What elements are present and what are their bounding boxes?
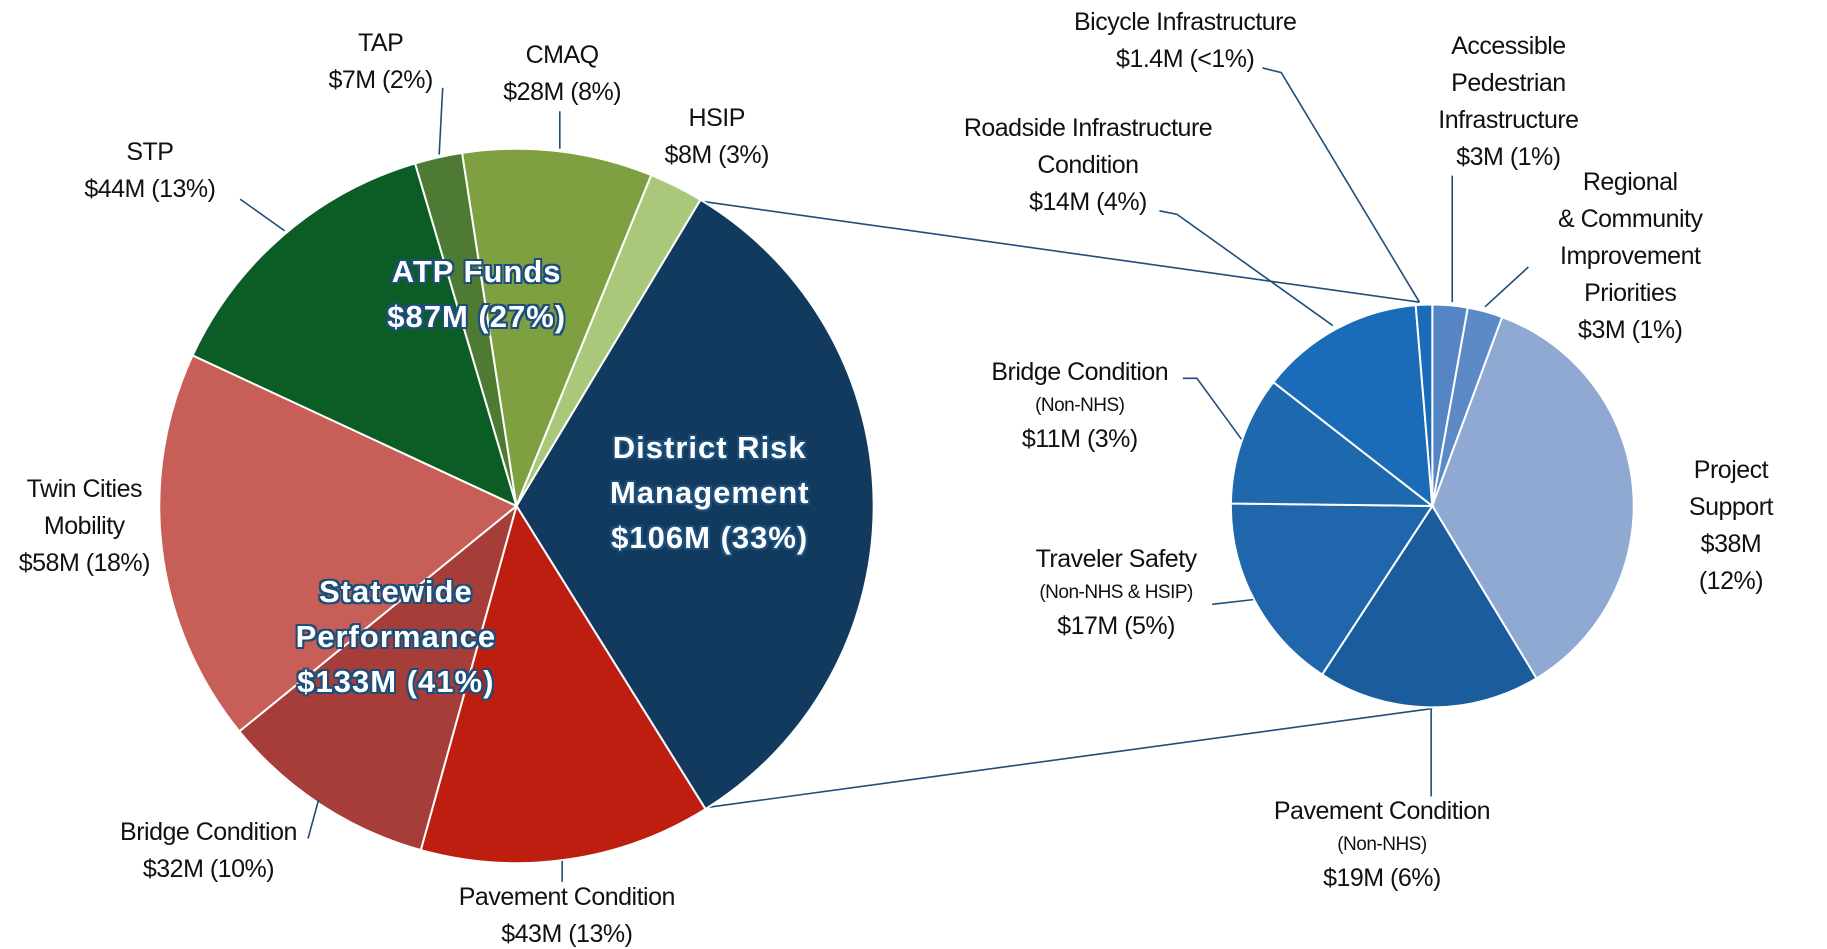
value-label: $19M (6%) (1323, 864, 1441, 893)
leader-line (438, 87, 444, 155)
label: CMAQ $28M (8%) (503, 37, 621, 111)
pie-slice (460, 147, 653, 510)
leader-line (307, 799, 320, 839)
leader-line (1159, 210, 1334, 327)
category-label: Bicycle Infrastructure (1073, 7, 1297, 36)
label: HSIP $8M (3%) (664, 100, 770, 174)
category-label: Bridge Condition (991, 357, 1169, 386)
pie-slice (1229, 502, 1435, 676)
label: Bicycle Infrastructure $1.4M (<1%) (1073, 4, 1297, 78)
label: STP $44M (13%) (84, 134, 216, 208)
value-label: $1.4M (<1%) (1116, 44, 1255, 73)
pie-slice (158, 354, 519, 733)
label: Statewide Performance $133M (41%) (296, 569, 497, 704)
label: ATP Funds $87M (27%) (387, 249, 566, 339)
pie-slice (1414, 303, 1434, 507)
category-label: Twin Cities Mobility (26, 475, 143, 541)
label: Bridge Condition (Non-NHS) $11M (3%) (991, 354, 1168, 458)
label: Pavement Condition $43M (13%) (458, 879, 676, 949)
category-label: Project Support (1688, 456, 1774, 522)
value-label: $3M (1%) (1456, 143, 1561, 172)
leader-line (1262, 67, 1421, 303)
value-label: $38M (12%) (1698, 530, 1764, 596)
category-note: (Non-NHS & HSIP) (1039, 582, 1193, 604)
value-label: $7M (2%) (328, 65, 433, 94)
leader-line (702, 707, 1433, 809)
category-label: STP (126, 137, 174, 166)
value-label: $17M (5%) (1057, 612, 1175, 641)
value-label: $32M (10%) (142, 855, 275, 884)
leader-line (702, 200, 1420, 303)
group-label: Statewide Performance $133M (41%) (295, 573, 497, 699)
value-label: $8M (3%) (664, 140, 770, 169)
category-label: District Risk Management (609, 429, 810, 510)
pie-slice (191, 162, 519, 508)
category-label: Pavement Condition (1273, 797, 1491, 826)
value-label: $106M (33%) (611, 519, 809, 555)
value-label: $58M (18%) (18, 549, 151, 578)
category-label: Bridge Condition (120, 818, 297, 847)
label: Traveler Safety (Non-NHS & HSIP) $17M (5%) (1035, 541, 1198, 645)
category-label: TAP (357, 28, 404, 57)
value-label: $28M (8%) (503, 77, 622, 106)
leader-line (1212, 598, 1254, 606)
label: Pavement Condition (Non-NHS) $19M (6%) (1273, 793, 1491, 897)
pie-slice (1320, 504, 1538, 709)
leader-line (1182, 377, 1243, 440)
group-label: ATP Funds $87M (27%) (387, 254, 567, 335)
leader-line (239, 198, 286, 232)
label: Accessible Pedestrian Infrastructure $3M … (1438, 28, 1579, 176)
label: District Risk Management $106M (33%) (610, 425, 809, 560)
pie-slice (1229, 380, 1436, 507)
pie-slice (515, 173, 702, 507)
pie-slice (237, 503, 519, 852)
value-label: $14M (4%) (1029, 188, 1147, 217)
category-note: (Non-NHS) (1035, 394, 1125, 416)
label: Project Support $38M (12%) (1683, 452, 1779, 600)
label: Bridge Condition $32M (10%) (120, 814, 297, 888)
pie-slice (515, 198, 875, 811)
label: Regional & Community Improvement Priorit… (1558, 164, 1703, 349)
category-label: Pavement Condition (458, 882, 676, 911)
category-note: (Non-NHS) (1337, 834, 1427, 856)
label: Roadside Infrastructure Condition $14M (4… (963, 110, 1213, 221)
value-label: $43M (13%) (501, 919, 633, 948)
category-label: Roadside Infrastructure Condition (963, 114, 1213, 180)
category-label: Regional & Community Improvement Priorit… (1557, 168, 1703, 308)
leader-line (1484, 266, 1529, 308)
category-label: Traveler Safety (1035, 545, 1198, 574)
value-label: $3M (1%) (1578, 316, 1683, 345)
pie-slice (1271, 304, 1434, 509)
category-label: HSIP (688, 103, 746, 132)
category-label: Accessible Pedestrian Infrastructure (1438, 32, 1579, 135)
value-label: $44M (13%) (84, 174, 216, 203)
value-label: $11M (3%) (1021, 424, 1138, 453)
category-label: CMAQ (525, 40, 599, 69)
label: Twin Cities Mobility $58M (18%) (18, 471, 151, 582)
label: TAP $7M (2%) (328, 25, 433, 99)
